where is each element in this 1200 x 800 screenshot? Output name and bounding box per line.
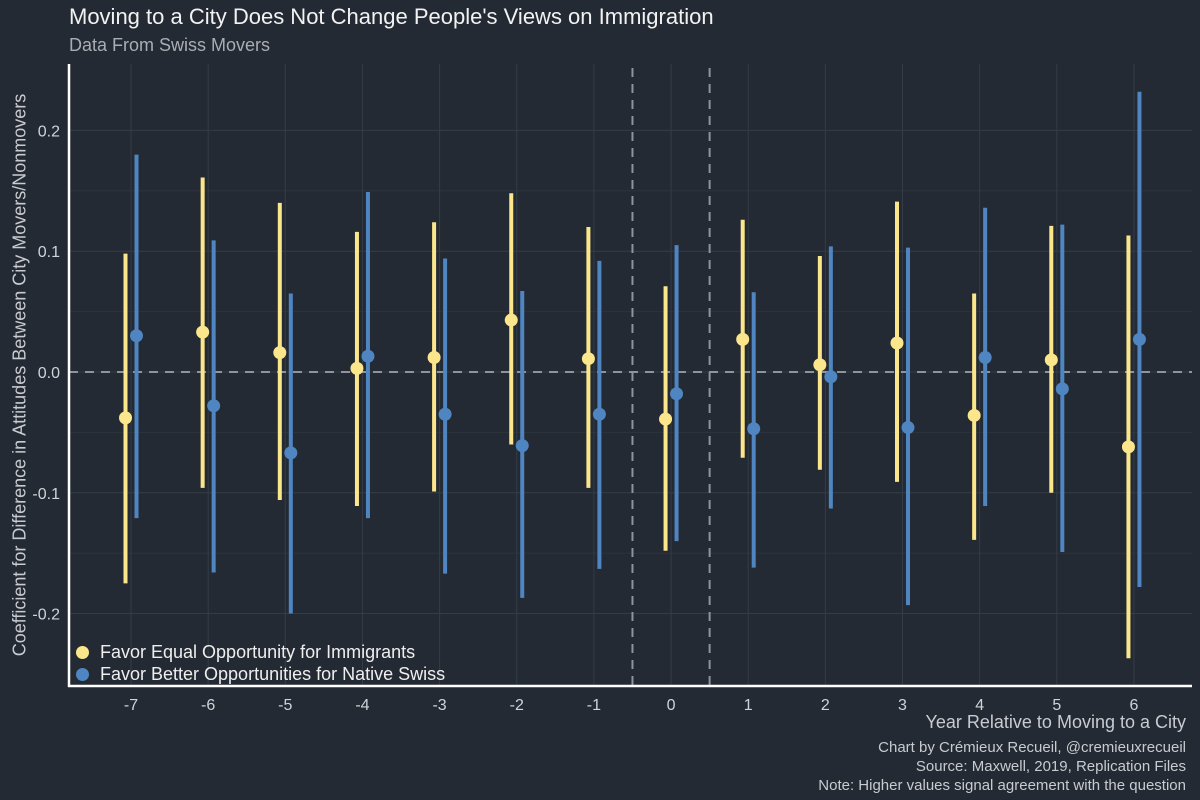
caption-note: Note: Higher values signal agreement wit…: [818, 777, 1186, 794]
legend-label-equal-opportunity: Favor Equal Opportunity for Immigrants: [100, 641, 416, 662]
point-equal-opportunity: [1044, 353, 1058, 367]
point-equal-opportunity: [581, 352, 595, 366]
point-equal-opportunity: [273, 346, 287, 360]
point-native-swiss: [592, 407, 606, 421]
point-native-swiss: [207, 399, 221, 413]
point-native-swiss: [438, 407, 452, 421]
x-tick-label: 1: [744, 697, 753, 714]
point-equal-opportunity: [813, 358, 827, 372]
x-tick-label: -4: [355, 697, 369, 714]
point-native-swiss: [1055, 382, 1069, 396]
y-axis-label: Coefficient for Difference in Attitudes …: [9, 93, 30, 657]
x-tick-label: -1: [587, 697, 601, 714]
x-tick-label: 2: [821, 697, 830, 714]
legend: Favor Equal Opportunity for Immigrants F…: [76, 641, 445, 685]
y-tick-label: 0.1: [38, 244, 60, 261]
legend-label-native-swiss: Favor Better Opportunities for Native Sw…: [100, 663, 446, 684]
point-equal-opportunity: [504, 313, 518, 327]
point-equal-opportunity: [196, 325, 210, 339]
x-tick-label: -3: [432, 697, 446, 714]
point-equal-opportunity: [427, 350, 441, 364]
point-native-swiss: [284, 446, 298, 460]
point-equal-opportunity: [736, 332, 750, 346]
x-tick-label: 6: [1129, 697, 1138, 714]
point-equal-opportunity: [119, 411, 132, 425]
legend-item-native-swiss: Favor Better Opportunities for Native Sw…: [76, 663, 445, 685]
y-tick-label: -0.1: [32, 486, 60, 503]
caption-credit: Chart by Crémieux Recueil, @cremieuxrecu…: [878, 739, 1186, 756]
y-tick-label: 0.2: [38, 123, 60, 140]
point-equal-opportunity: [967, 408, 981, 422]
x-tick-label: -6: [201, 697, 215, 714]
point-native-swiss: [130, 329, 143, 343]
chart-title: Moving to a City Does Not Change People'…: [69, 4, 714, 29]
x-tick-label: -2: [510, 697, 524, 714]
y-tick-label: 0.0: [38, 365, 60, 382]
x-tick-label: 3: [898, 697, 907, 714]
point-native-swiss: [515, 439, 529, 453]
point-native-swiss: [361, 349, 375, 363]
point-native-swiss: [670, 387, 684, 401]
x-tick-label: 0: [667, 697, 676, 714]
point-native-swiss: [747, 422, 761, 436]
point-native-swiss: [1132, 332, 1146, 346]
x-tick-label: -5: [278, 697, 292, 714]
legend-item-equal-opportunity: Favor Equal Opportunity for Immigrants: [76, 641, 445, 663]
point-equal-opportunity: [1121, 440, 1135, 454]
x-tick-label: -7: [124, 697, 138, 714]
caption-source: Source: Maxwell, 2019, Replication Files: [915, 758, 1186, 775]
point-native-swiss: [901, 421, 915, 435]
point-equal-opportunity: [890, 336, 904, 350]
x-axis-label: Year Relative to Moving to a City: [925, 712, 1186, 732]
x-tick-label: 5: [1052, 697, 1061, 714]
y-tick-label: -0.2: [32, 607, 60, 624]
point-native-swiss: [978, 350, 992, 364]
point-equal-opportunity: [659, 412, 673, 426]
point-native-swiss: [824, 370, 838, 384]
x-tick-label: 4: [975, 697, 984, 714]
legend-marker-equal-opportunity: [76, 645, 89, 659]
chart-subtitle: Data From Swiss Movers: [69, 35, 271, 55]
point-equal-opportunity: [350, 361, 364, 375]
legend-marker-native-swiss: [76, 667, 89, 681]
